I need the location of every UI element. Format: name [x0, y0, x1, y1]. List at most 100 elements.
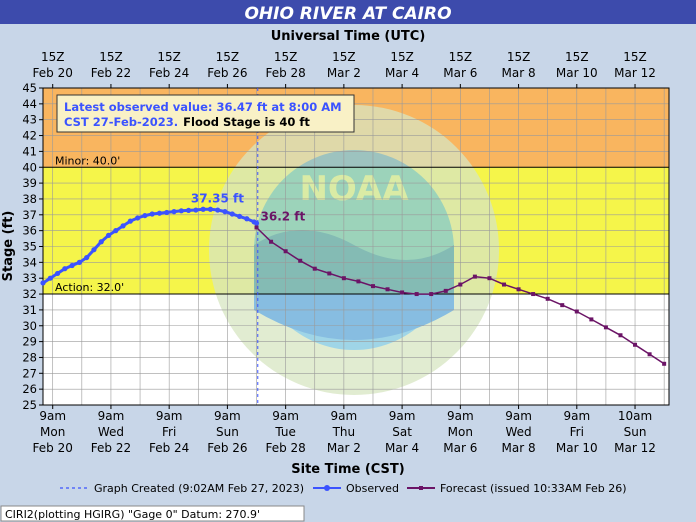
bottom-tick-label-date: Feb 28 — [265, 441, 305, 455]
top-axis-title: Universal Time (UTC) — [271, 29, 426, 44]
y-axis-title: Stage (ft) — [1, 211, 16, 282]
forecast-point — [414, 292, 419, 297]
observed-point — [105, 232, 112, 239]
y-tick-label: 45 — [22, 81, 37, 95]
bottom-tick-label-time: 9am — [389, 409, 416, 423]
title-bar — [0, 0, 696, 24]
noaa-watermark: NOAA — [209, 105, 499, 395]
observed-point — [156, 210, 163, 216]
forecast-point — [254, 225, 259, 230]
series-group — [40, 88, 667, 405]
bottom-tick-label-time: 9am — [331, 409, 358, 423]
footer-datum: CIRI2(plotting HGIRG) "Gage 0" Datum: 27… — [5, 508, 260, 521]
svg-text:CST 27-Feb-2023.Flood Stage is: CST 27-Feb-2023. Flood Stage is 40 ft — [64, 115, 310, 129]
top-tick-label-date: Mar 12 — [614, 66, 656, 80]
bottom-tick-label-date: Feb 22 — [91, 441, 131, 455]
observed-point — [69, 262, 75, 269]
y-tick-label: 38 — [22, 192, 37, 206]
bottom-tick-label-time: 9am — [505, 409, 532, 423]
bottom-tick-label-day: Wed — [505, 425, 531, 439]
forecast-point — [429, 292, 434, 297]
observed-point — [91, 247, 97, 253]
observed-point — [149, 211, 155, 217]
forecast-point — [370, 284, 375, 289]
top-tick-label-date: Mar 2 — [327, 66, 361, 80]
top-tick-label-date: Feb 20 — [33, 66, 73, 80]
bottom-tick-label-time: 9am — [272, 409, 299, 423]
y-tick-label: 30 — [22, 319, 37, 333]
bottom-tick-label-day: Mon — [40, 425, 65, 439]
observed-point — [236, 213, 243, 219]
forecast-point — [327, 271, 332, 276]
observed-point — [84, 254, 90, 261]
observed-point — [229, 211, 235, 217]
forecast-point — [633, 342, 638, 347]
top-tick-label-time: 15Z — [216, 50, 240, 64]
bottom-tick-label-day: Sun — [216, 425, 239, 439]
svg-text:NOAA: NOAA — [299, 169, 409, 209]
top-tick-label-date: Feb 28 — [265, 66, 305, 80]
observed-point — [164, 209, 170, 216]
forecast-point — [458, 282, 463, 287]
observed-point — [142, 212, 148, 219]
bottom-tick-label-day: Fri — [570, 425, 584, 439]
legend-forecast-marker — [419, 486, 423, 490]
forecast-point — [298, 258, 303, 263]
y-tick-label: 31 — [22, 303, 37, 317]
forecast-point — [531, 292, 536, 297]
forecast-point — [502, 282, 507, 287]
legend-observed-marker — [324, 485, 330, 491]
top-tick-label-time: 15Z — [274, 50, 298, 64]
y-tick-label: 32 — [22, 287, 37, 301]
latest-observed-box: Latest observed value: 36.47 ft at 8:00 … — [56, 94, 355, 133]
forecast-point — [662, 361, 667, 366]
bottom-tick-label-time: 9am — [39, 409, 66, 423]
top-tick-label-date: Mar 10 — [556, 66, 598, 80]
y-tick-label: 41 — [22, 144, 37, 158]
top-tick-label-date: Mar 4 — [385, 66, 419, 80]
bottom-tick-label-date: Feb 24 — [149, 441, 189, 455]
observed-point — [98, 239, 104, 245]
bottom-tick-label-time: 9am — [156, 409, 183, 423]
observed-point — [62, 266, 68, 272]
forecast-point — [269, 239, 274, 244]
observed-point — [253, 220, 260, 226]
bottom-tick-label-date: Mar 6 — [443, 441, 477, 455]
top-tick-label-time: 15Z — [449, 50, 473, 64]
y-tick-label: 42 — [22, 129, 37, 143]
forecast-point — [603, 325, 608, 330]
annotations: 37.35 ft 36.2 ft — [191, 191, 306, 223]
footer-box — [0, 505, 305, 522]
forecast-point — [472, 274, 477, 279]
top-tick-label-time: 15Z — [507, 50, 531, 64]
bottom-tick-label-time: 9am — [214, 409, 241, 423]
forecast-point — [400, 290, 405, 295]
observed-point — [193, 207, 199, 213]
y-tick-label: 40 — [22, 160, 37, 174]
forecast-point — [341, 276, 346, 281]
observed-point — [222, 209, 228, 215]
legend-forecast: Forecast (issued 10:33AM Feb 26) — [440, 482, 627, 495]
top-tick-label-time: 15Z — [623, 50, 647, 64]
bottom-tick-label-date: Mar 10 — [556, 441, 598, 455]
observed-point — [127, 218, 133, 224]
bottom-tick-label-date: Mar 4 — [385, 441, 419, 455]
bottom-tick-label-time: 9am — [447, 409, 474, 423]
forecast-point — [647, 352, 652, 357]
grid-lines — [43, 87, 669, 406]
bottom-tick-label-day: Wed — [98, 425, 124, 439]
chart-title: OHIO RIVER AT CAIRO — [244, 4, 451, 24]
bottom-tick-label-day: Thu — [332, 425, 356, 439]
bottom-tick-label-date: Mar 12 — [614, 441, 656, 455]
top-tick-label-time: 15Z — [99, 50, 123, 64]
y-tick-label: 27 — [22, 366, 37, 380]
legend: Graph Created (9:02AM Feb 27, 2023) Obse… — [60, 482, 627, 495]
bottom-tick-label-date: Mar 8 — [502, 441, 536, 455]
forecast-point — [516, 287, 521, 292]
forecast-point — [560, 303, 565, 308]
bottom-tick-label-time: 9am — [98, 409, 125, 423]
flood-stage-text: Flood Stage is 40 ft — [183, 115, 310, 129]
forecast-point — [574, 309, 579, 314]
observed-point — [178, 208, 184, 214]
